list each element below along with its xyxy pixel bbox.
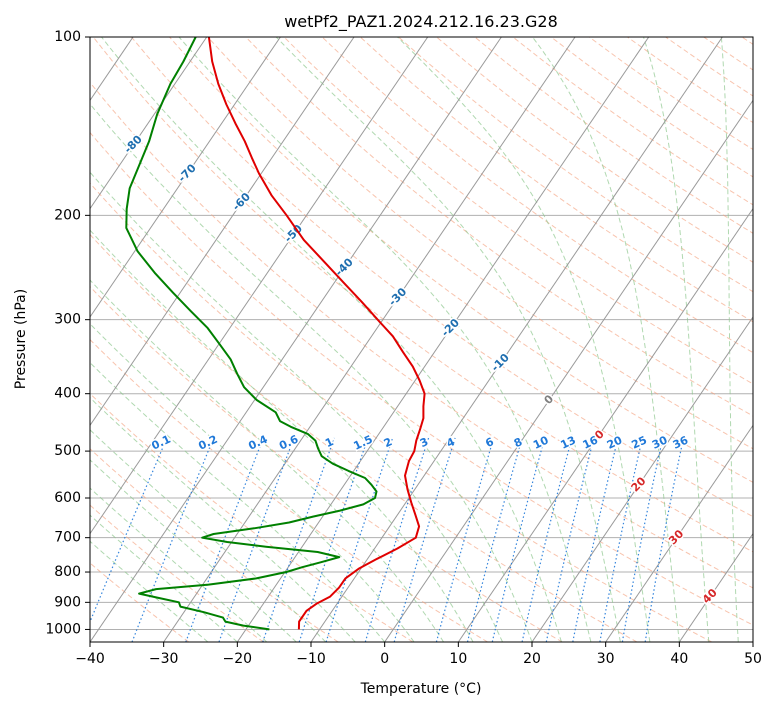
mixing-ratio-line [298,437,369,642]
isotherm-line [90,37,281,318]
mixing-ratio-line [325,437,394,642]
mixing-ratio-line [621,437,664,642]
isotherm-line [384,99,753,642]
moist-adiabat-line [532,37,680,642]
moist-adiabat-line [643,37,710,642]
isotherm-line [310,37,723,642]
moist-adiabat-line [90,229,474,642]
isotherm-line [90,37,355,427]
y-tick-label: 800 [54,564,81,580]
dry-adiabat-line [90,81,753,589]
moist-adiabat-line [275,37,621,642]
dry-adiabat-line [90,131,753,626]
dry-adiabat-line [90,285,563,642]
isotherm-line [90,37,429,535]
plot-frame [89,36,754,643]
x-tick-label: −10 [296,651,326,667]
isotherm-line [163,37,576,642]
x-axis: −40 −30 −20 −10 0 10 20 30 40 50 [75,642,762,667]
dry-adiabat-line [283,37,753,385]
isotherm-line [678,532,753,642]
x-tick-label: 30 [597,651,615,667]
mixing-ratio-line [572,437,619,642]
y-tick-label: 500 [54,443,81,459]
y-tick-label: 600 [54,490,81,506]
x-tick-label: 50 [744,651,762,667]
moist-adiabat-line [90,429,327,642]
moist-adiabat-line [720,37,739,642]
x-tick-label: 20 [523,651,541,667]
moist-adiabat-line [90,103,533,642]
dewpoint-profile-line [125,37,378,631]
isotherm-line [90,37,208,210]
isotherm-line [605,424,753,642]
moist-adiabat-line [90,397,356,642]
y-tick-label: 900 [54,594,81,610]
isotherm-line [457,207,753,642]
dry-adiabat-line [321,37,753,354]
x-tick-label: −40 [75,651,105,667]
y-axis-title: Pressure (hPa) [13,289,29,389]
moist-adiabat-line [178,37,592,642]
mixing-ratio-line [491,437,546,642]
mixing-ratio-line [131,437,215,642]
dry-adiabat-line [131,37,753,518]
moist-adiabat-line [397,37,651,642]
x-tick-label: 40 [670,651,688,667]
mixing-ratio-line [364,437,430,642]
sounding-series [125,37,426,631]
moist-adiabat-line [90,279,445,642]
mixing-ratio-line [521,437,573,642]
x-tick-label: −20 [223,651,253,667]
y-tick-label: 300 [54,312,81,328]
moist-adiabat-line [90,361,386,642]
chart-title: wetPf2_PAZ1.2024.212.16.23.G28 [284,12,558,32]
mixing-ratio-label: 25 [630,434,649,452]
x-tick-label: −30 [149,651,179,667]
isotherm-line [531,316,753,642]
dry-adiabat-line [90,562,190,642]
dry-adiabat-line [245,37,753,417]
mixing-ratio-line [599,437,644,642]
mixing-ratio-line [466,437,523,642]
y-tick-label: 1000 [45,621,81,637]
moist-adiabat-line [90,540,209,642]
x-axis-title: Temperature (°C) [360,681,482,697]
dry-adiabat-line [90,233,638,642]
moist-adiabat-line [101,37,562,642]
dry-adiabat-line [90,338,488,642]
dry-adiabat-line [92,37,753,553]
mixing-ratio-line [545,437,595,642]
y-axis: 100 200 300 400 500 600 700 800 900 1000 [45,29,90,637]
y-tick-label: 400 [54,386,81,402]
y-tick-label: 200 [54,207,81,223]
plot-area [90,37,753,642]
y-tick-label: 100 [54,29,81,45]
temperature-profile-line [207,37,426,630]
isotherm-line [90,37,502,642]
y-tick-label: 700 [54,530,81,546]
moist-adiabat-line [90,514,238,642]
mixing-ratio-line [644,437,685,642]
dry-adiabat-line [90,182,712,642]
background-lines [90,37,753,642]
mixing-ratio-line [90,437,168,624]
moist-adiabat-line [90,459,297,642]
x-tick-label: 0 [380,651,389,667]
mixing-ratio-line [435,437,495,642]
dry-adiabat-line [169,37,753,483]
isotherm-line [236,37,650,642]
x-tick-label: 10 [449,651,467,667]
